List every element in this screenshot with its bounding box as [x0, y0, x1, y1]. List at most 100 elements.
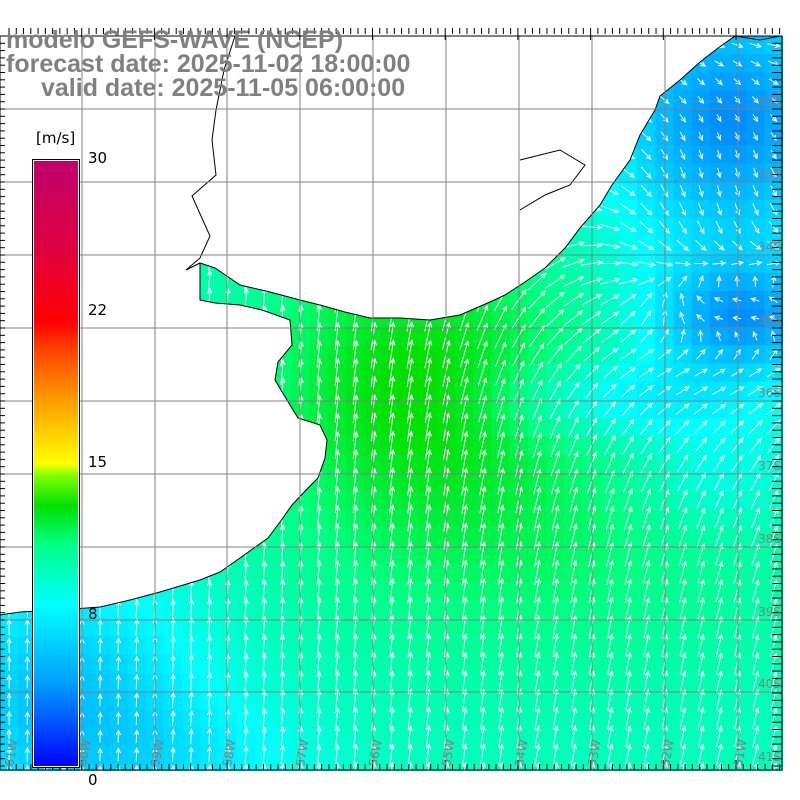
wind-arrow: [624, 560, 633, 585]
wind-arrow: [749, 437, 762, 454]
wind-arrow: [694, 260, 709, 267]
wind-arrow: [714, 525, 724, 548]
wind-arrow: [676, 348, 689, 360]
wind-arrow: [752, 707, 760, 729]
wind-arrow: [638, 348, 655, 360]
wind-arrow: [679, 651, 687, 675]
wind-arrow: [660, 524, 669, 548]
wind-arrow: [566, 363, 581, 382]
wind-arrow: [552, 725, 559, 748]
wind-arrow: [750, 60, 762, 67]
wind-arrow: [713, 454, 725, 472]
wind-arrow: [496, 413, 506, 441]
wind-arrow: [734, 670, 742, 693]
wind-arrow: [570, 651, 578, 676]
wind-arrow: [425, 467, 432, 496]
wind-arrow: [716, 725, 723, 748]
wind-arrow: [352, 743, 359, 766]
wind-arrow: [752, 330, 758, 341]
wind-arrow: [527, 272, 547, 291]
wind-arrow: [243, 634, 249, 656]
wind-arrow: [679, 578, 687, 603]
wind-arrow: [425, 577, 432, 604]
wind-arrow: [24, 729, 30, 744]
wind-arrow: [642, 578, 651, 603]
wind-arrow: [170, 691, 176, 708]
wind-arrow: [316, 744, 322, 765]
wind-arrow: [353, 559, 359, 585]
wind-arrow: [424, 357, 433, 387]
wind-arrow: [534, 725, 541, 748]
wind-arrow: [207, 616, 213, 638]
wind-arrow: [733, 78, 742, 86]
wind-arrow: [678, 220, 688, 235]
model-title: modelo GEFS-WAVE (NCEP): [6, 26, 344, 54]
wind-arrow: [134, 655, 140, 672]
wind-arrow: [657, 419, 672, 435]
latitude-label: 37S: [758, 459, 781, 473]
wind-arrow: [657, 402, 672, 415]
wind-arrow: [713, 472, 725, 491]
wind-arrow: [533, 504, 542, 532]
wind-arrow: [565, 345, 582, 364]
wind-arrow: [712, 403, 727, 415]
wind-arrow: [747, 402, 764, 415]
wind-arrow: [243, 745, 249, 764]
wind-arrow: [659, 202, 670, 217]
wind-arrow: [480, 706, 486, 730]
colorbar-tick: 0: [88, 771, 98, 789]
wind-arrow: [734, 96, 741, 104]
wind-arrow: [243, 579, 249, 602]
wind-arrow: [115, 674, 122, 689]
wind-arrow: [599, 277, 621, 285]
wind-arrow: [97, 693, 103, 707]
wind-arrow: [697, 578, 706, 603]
wind-arrow: [603, 383, 617, 398]
wind-arrow: [605, 505, 615, 531]
wind-arrow: [620, 366, 637, 379]
wind-arrow: [570, 577, 578, 604]
wind-arrow: [550, 415, 561, 439]
wind-arrow: [698, 275, 704, 288]
wind-arrow: [280, 523, 286, 549]
wind-arrow: [279, 652, 286, 675]
latitude-label: 35S: [758, 313, 781, 327]
wind-arrow: [532, 450, 542, 477]
wind-arrow: [425, 670, 432, 694]
wind-arrow: [679, 706, 687, 730]
wind-arrow: [407, 559, 414, 586]
wind-arrow: [767, 454, 780, 473]
wind-arrow: [698, 329, 704, 342]
wind-arrow: [715, 560, 724, 585]
wind-arrow: [698, 149, 704, 160]
wind-arrow: [207, 269, 213, 293]
wind-arrow: [425, 706, 432, 730]
graticule: [0, 36, 782, 770]
wind-arrow: [570, 725, 577, 748]
wind-arrow: [170, 672, 176, 691]
wind-arrow: [170, 710, 176, 726]
wind-arrow: [206, 709, 213, 727]
wind-arrow: [478, 413, 487, 441]
wind-arrow: [97, 747, 103, 762]
wind-arrow: [697, 95, 705, 104]
wind-arrow: [679, 184, 686, 198]
wind-arrow: [767, 42, 781, 49]
wind-arrow: [552, 670, 559, 694]
wind-arrow: [603, 417, 616, 436]
wind-arrow: [562, 276, 585, 288]
wind-arrow: [261, 671, 267, 693]
wind-arrow: [696, 489, 706, 510]
wind-arrow: [620, 329, 637, 343]
wind-arrow: [676, 437, 689, 454]
wind-arrow: [563, 293, 584, 307]
wind-arrow: [568, 451, 579, 476]
wind-arrow: [675, 368, 691, 377]
wind-arrow: [406, 339, 414, 369]
wind-arrow: [406, 412, 414, 442]
wind-arrow: [679, 633, 687, 657]
wind-arrow: [570, 559, 578, 586]
wind-arrow: [206, 653, 213, 674]
wind-arrow: [6, 655, 12, 671]
wind-arrow: [643, 706, 650, 730]
